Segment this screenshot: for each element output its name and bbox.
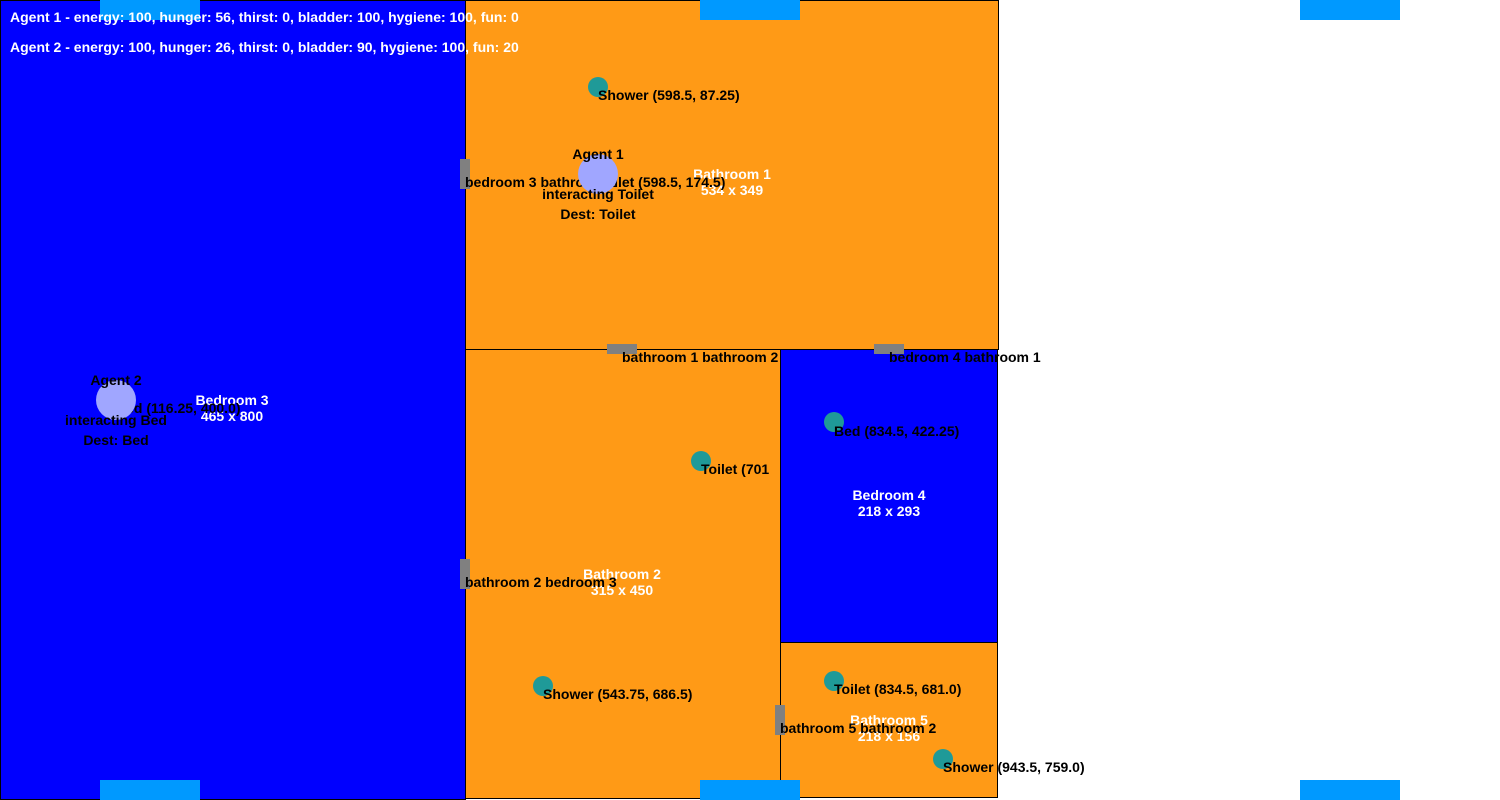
room-bedroom-4 <box>780 349 998 643</box>
door[interactable] <box>607 344 637 354</box>
room-bathroom-5 <box>780 642 998 798</box>
agent-state: interacting Bed <box>65 412 167 428</box>
door[interactable] <box>874 344 904 354</box>
door[interactable] <box>460 559 470 589</box>
room-size: 218 x 293 <box>857 503 921 519</box>
agent-2-info: Agent 2 interacting Bed Dest: Bed <box>65 370 167 450</box>
object-label: Toilet (598.5, 174.5) <box>598 174 726 190</box>
room-bathroom-1 <box>465 0 999 350</box>
room-name: Bedroom 4 <box>852 487 926 503</box>
window <box>700 0 800 20</box>
room-bathroom-2 <box>465 349 781 799</box>
object-label: Shower (943.5, 759.0) <box>943 759 1085 775</box>
agent-dest: Dest: Bed <box>83 432 149 448</box>
agent-2-status: Agent 2 - energy: 100, hunger: 26, thirs… <box>10 39 519 55</box>
object-label: Bed (116.25, 400.0) <box>116 400 241 416</box>
room-name: Bathroom 2 <box>583 566 661 582</box>
room-name: Bathroom 5 <box>850 712 928 728</box>
shower-object[interactable] <box>533 676 553 696</box>
agent-1-info: Agent 1 interacting Toilet Dest: Toilet <box>542 144 654 224</box>
room-size: 534 x 349 <box>700 182 764 198</box>
room-name: Bathroom 1 <box>693 166 771 182</box>
object-label: Toilet (834.5, 681.0) <box>834 681 962 697</box>
door-label: bathroom 5 bathroom 2 <box>780 720 937 736</box>
room-name: Bedroom 3 <box>195 392 269 408</box>
door-label: bathroom 2 bedroom 3 <box>465 574 617 590</box>
agent-state: interacting Toilet <box>542 186 654 202</box>
shower-object[interactable] <box>933 749 953 769</box>
agent-name: Agent 2 <box>90 372 142 388</box>
room-size: 465 x 800 <box>200 408 264 424</box>
room-label-bathroom-1: Bathroom 1 534 x 349 <box>693 166 771 198</box>
object-label: Shower (598.5, 87.25) <box>598 87 740 103</box>
door[interactable] <box>460 159 470 189</box>
window <box>700 780 800 800</box>
agent-dest: Dest: Toilet <box>560 206 636 222</box>
door[interactable] <box>775 705 785 735</box>
door-label: bedroom 4 bathroom 1 <box>889 349 1041 365</box>
object-label: Shower (543.75, 686.5) <box>543 686 693 702</box>
shower-object[interactable] <box>588 77 608 97</box>
window <box>1300 780 1400 800</box>
room-label-bedroom-3: Bedroom 3 465 x 800 <box>195 392 268 424</box>
agent-name: Agent 1 <box>572 146 624 162</box>
room-size: 218 x 156 <box>857 728 921 744</box>
window <box>1300 0 1400 20</box>
room-label-bathroom-5: Bathroom 5 218 x 156 <box>850 712 928 744</box>
room-size: 315 x 450 <box>590 582 654 598</box>
agent-2[interactable] <box>96 380 136 420</box>
room-label-bedroom-4: Bedroom 4 218 x 293 <box>852 487 925 519</box>
toilet-object[interactable] <box>691 451 711 471</box>
window <box>100 0 200 20</box>
room-bedroom-3 <box>0 0 466 800</box>
bed-object[interactable] <box>824 412 844 432</box>
door-label: bathroom 1 bathroom 2 <box>622 349 779 365</box>
toilet-object[interactable] <box>824 671 844 691</box>
agent-1[interactable] <box>578 154 618 194</box>
window <box>100 780 200 800</box>
object-label: Toilet (701 <box>701 461 770 477</box>
object-label: Bed (834.5, 422.25) <box>834 423 960 439</box>
room-label-bathroom-2: Bathroom 2 315 x 450 <box>583 566 661 598</box>
agent-1-status: Agent 1 - energy: 100, hunger: 56, thirs… <box>10 9 519 25</box>
